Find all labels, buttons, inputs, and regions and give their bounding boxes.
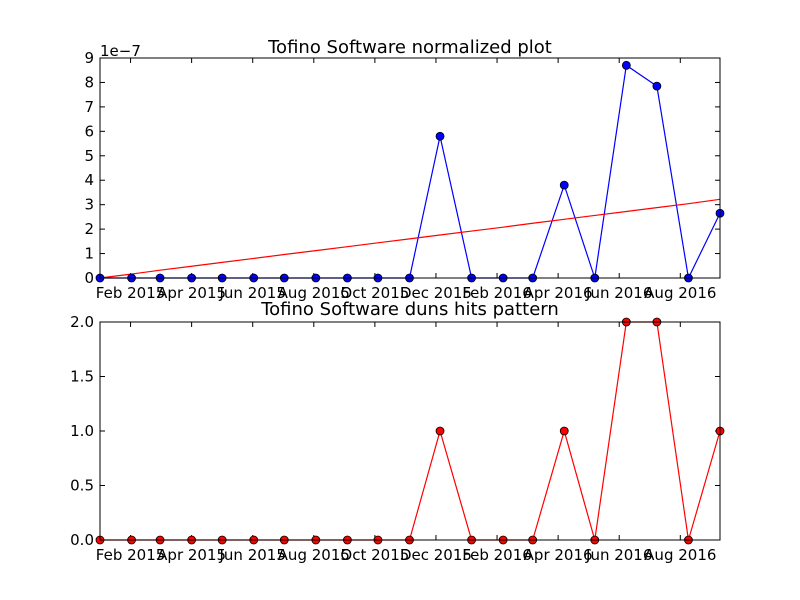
- top-chart-markers: [95, 60, 725, 283]
- bottom-chart-xtick-label: Dec 2015: [400, 546, 472, 564]
- top-chart-ytick-label: 6: [84, 122, 94, 140]
- top-chart-ytick-label: 7: [84, 98, 94, 116]
- top-chart-series-0-line: [100, 64, 721, 280]
- top-chart-ytick-label: 5: [84, 147, 94, 165]
- bottom-chart-y-axis: 0.0 0.5 1.0 1.5 2.0: [70, 313, 720, 549]
- bottom-chart-lines: [100, 321, 721, 541]
- bottom-chart-xtick-label: Aug 2016: [644, 546, 716, 564]
- top-chart-xtick-label: Aug 2015: [278, 284, 350, 302]
- top-chart-series-0-point: [621, 60, 631, 70]
- top-chart-ytick-label: 8: [84, 73, 94, 91]
- bottom-chart-xtick-label: Jun 2016: [585, 546, 652, 564]
- top-chart-ytick-label: 1: [84, 245, 94, 263]
- bottom-chart-xtick-label: Aug 2015: [278, 546, 350, 564]
- bottom-chart-xtick-label: Feb 2016: [462, 546, 532, 564]
- top-chart-y-axis: 0 1 2 3 4 5 6 7 8 9: [84, 49, 720, 287]
- top-chart-lines: [99, 64, 721, 280]
- top-chart-xtick-label: Dec 2015: [400, 284, 472, 302]
- bottom-chart-series-0-point: [559, 426, 569, 436]
- bottom-chart-xtick-label: Feb 2015: [96, 546, 166, 564]
- top-chart-title: Tofino Software normalized plot: [267, 37, 552, 58]
- top-chart-ytick-label: 2: [84, 220, 94, 238]
- bottom-chart-markers: [95, 317, 725, 545]
- bottom-chart-xtick-label: Jun 2015: [219, 546, 286, 564]
- top-chart: Tofino Software normalized plot 1e−7 0 1 2…: [84, 37, 725, 302]
- top-chart-series-1-line: [99, 198, 721, 279]
- top-chart-ytick-label: 0: [84, 269, 94, 287]
- bottom-chart: Tofino Software duns hits pattern 0.0 0.5…: [70, 299, 725, 564]
- bottom-chart-xtick-label: Apr 2016: [524, 546, 593, 564]
- top-chart-xtick-label: Jun 2015: [219, 284, 286, 302]
- top-chart-xtick-label: Feb 2015: [96, 284, 166, 302]
- bottom-chart-ytick-label: 0.0: [70, 531, 94, 549]
- top-chart-xtick-label: Jun 2016: [585, 284, 652, 302]
- top-chart-xtick-label: Feb 2016: [462, 284, 532, 302]
- bottom-chart-xtick-label: Oct 2015: [340, 546, 409, 564]
- bottom-chart-series-0-point: [435, 426, 445, 436]
- top-chart-xtick-label: Oct 2015: [340, 284, 409, 302]
- bottom-chart-title: Tofino Software duns hits pattern: [260, 299, 559, 320]
- top-chart-xtick-label: Aug 2016: [644, 284, 716, 302]
- top-chart-frame: [99, 57, 721, 279]
- top-chart-series-0-point: [559, 180, 569, 190]
- bottom-chart-xtick-label: Apr 2015: [157, 546, 226, 564]
- top-chart-offset-text: 1e−7: [100, 42, 141, 60]
- top-chart-series-0-point: [435, 131, 445, 141]
- top-chart-ytick-label: 3: [84, 196, 94, 214]
- bottom-chart-ytick-label: 1.0: [70, 422, 94, 440]
- bottom-chart-ytick-label: 2.0: [70, 313, 94, 331]
- bottom-chart-ytick-label: 1.5: [70, 368, 94, 386]
- bottom-chart-series-0-line: [100, 321, 721, 541]
- top-chart-ytick-label: 9: [84, 49, 94, 67]
- bottom-chart-frame: [99, 321, 721, 541]
- top-chart-ytick-label: 4: [84, 171, 94, 189]
- top-chart-xtick-label: Apr 2016: [524, 284, 593, 302]
- top-chart-series-0-point: [652, 81, 662, 91]
- bottom-chart-ytick-label: 0.5: [70, 477, 94, 495]
- top-chart-xtick-label: Apr 2015: [157, 284, 226, 302]
